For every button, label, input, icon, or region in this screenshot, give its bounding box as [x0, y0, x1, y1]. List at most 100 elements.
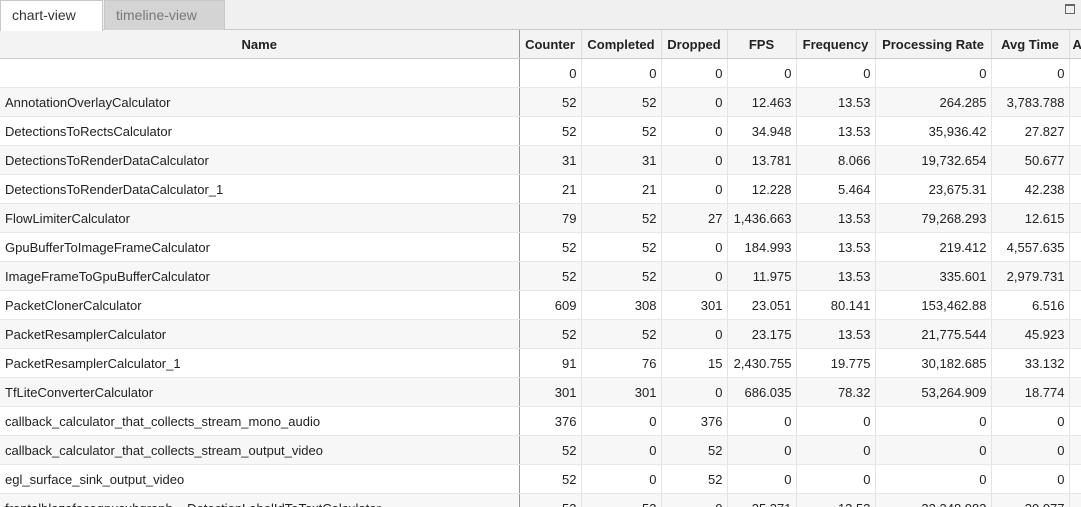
value-cell: 609: [519, 290, 582, 320]
value-cell: 13.53: [796, 87, 876, 117]
column-header[interactable]: Counter: [519, 30, 582, 59]
name-cell: PacketResamplerCalculator: [0, 319, 520, 349]
value-cell: 0: [581, 406, 662, 436]
value-cell: 52: [581, 319, 662, 349]
tab[interactable]: timeline-view: [104, 0, 225, 30]
table-row[interactable]: frontalblazefacegpusubgraph__DetectionLa…: [0, 493, 1081, 507]
column-header[interactable]: Name: [0, 30, 520, 59]
value-cell: 12.228: [727, 174, 797, 204]
table-row[interactable]: egl_surface_sink_output_video 52 0 52 0 0 0 0: [0, 464, 1081, 494]
value-cell: 27.827: [991, 116, 1070, 146]
value-cell: [1069, 377, 1081, 407]
value-cell: 219.412: [875, 232, 992, 262]
value-cell: [1069, 348, 1081, 378]
value-cell: 91: [519, 348, 582, 378]
value-cell: 8.066: [796, 145, 876, 175]
table-row[interactable]: AnnotationOverlayCalculator 52 52 0 12.463 13…: [0, 87, 1081, 117]
value-cell: 79,268.293: [875, 203, 992, 233]
value-cell: 0: [661, 319, 728, 349]
value-cell: 0: [581, 435, 662, 465]
table-row[interactable]: callback_calculator_that_collects_stream…: [0, 406, 1081, 436]
value-cell: 0: [875, 406, 992, 436]
table-row[interactable]: callback_calculator_that_collects_stream…: [0, 435, 1081, 465]
column-header[interactable]: Avg Time: [991, 30, 1070, 59]
value-cell: 376: [661, 406, 728, 436]
table-row[interactable]: DetectionsToRenderDataCalculator 31 31 0 13.…: [0, 145, 1081, 175]
name-cell: frontalblazefacegpusubgraph__DetectionLa…: [0, 493, 520, 507]
column-header[interactable]: Dropped: [661, 30, 728, 59]
value-cell: 0: [661, 145, 728, 175]
column-header[interactable]: FPS: [727, 30, 797, 59]
value-cell: 35,936.42: [875, 116, 992, 146]
value-cell: 52: [581, 493, 662, 507]
value-cell: 2,979.731: [991, 261, 1070, 291]
value-cell: 0: [875, 464, 992, 494]
value-cell: [1069, 406, 1081, 436]
value-cell: 4,557.635: [991, 232, 1070, 262]
stats-table: Name Counter Completed Dropped FPS Frequency P…: [0, 30, 1081, 507]
table-body: 0 0 0 0 0 0 0 AnnotationOverlayCalculator 52 52 0 1…: [0, 58, 1081, 507]
value-cell: 13.53: [796, 232, 876, 262]
table-row[interactable]: FlowLimiterCalculator 79 52 27 1,436.663 13.5…: [0, 203, 1081, 233]
column-header[interactable]: Frequency: [796, 30, 876, 59]
value-cell: 35.371: [727, 493, 797, 507]
value-cell: [1069, 464, 1081, 494]
value-cell: 45.923: [991, 319, 1070, 349]
value-cell: 33.132: [991, 348, 1070, 378]
table-row[interactable]: TfLiteConverterCalculator 301 301 0 686.035 7…: [0, 377, 1081, 407]
table-row[interactable]: DetectionsToRectsCalculator 52 52 0 34.948 13…: [0, 116, 1081, 146]
value-cell: 21: [581, 174, 662, 204]
value-cell: 76: [581, 348, 662, 378]
value-cell: 52: [519, 261, 582, 291]
tab[interactable]: chart-view: [0, 0, 103, 31]
value-cell: [1069, 145, 1081, 175]
name-cell: AnnotationOverlayCalculator: [0, 87, 520, 117]
column-header[interactable]: Processing Rate: [875, 30, 992, 59]
table-row[interactable]: DetectionsToRenderDataCalculator_1 21 21 0 1…: [0, 174, 1081, 204]
value-cell: 52: [581, 203, 662, 233]
value-cell: 0: [875, 58, 992, 88]
name-cell: GpuBufferToImageFrameCalculator: [0, 232, 520, 262]
value-cell: [1069, 435, 1081, 465]
name-cell: egl_surface_sink_output_video: [0, 464, 520, 494]
value-cell: 0: [661, 87, 728, 117]
value-cell: 42.238: [991, 174, 1070, 204]
name-cell: callback_calculator_that_collects_stream…: [0, 435, 520, 465]
value-cell: 0: [727, 464, 797, 494]
column-header[interactable]: Completed: [581, 30, 662, 59]
table-row[interactable]: ImageFrameToGpuBufferCalculator 52 52 0 11.9…: [0, 261, 1081, 291]
value-cell: 12.463: [727, 87, 797, 117]
value-cell: 12.615: [991, 203, 1070, 233]
value-cell: 18.774: [991, 377, 1070, 407]
table-row[interactable]: PacketResamplerCalculator_1 91 76 15 2,430.7…: [0, 348, 1081, 378]
table-row[interactable]: GpuBufferToImageFrameCalculator 52 52 0 184.…: [0, 232, 1081, 262]
value-cell: 264.285: [875, 87, 992, 117]
table-row[interactable]: PacketClonerCalculator 609 308 301 23.051 80.…: [0, 290, 1081, 320]
value-cell: 3,783.788: [991, 87, 1070, 117]
value-cell: [1069, 203, 1081, 233]
value-cell: 0: [661, 116, 728, 146]
value-cell: 52: [581, 87, 662, 117]
value-cell: 52: [519, 435, 582, 465]
value-cell: 30.077: [991, 493, 1070, 507]
column-header[interactable]: A: [1069, 30, 1081, 59]
value-cell: 153,462.88: [875, 290, 992, 320]
value-cell: 21: [519, 174, 582, 204]
value-cell: 30,182.685: [875, 348, 992, 378]
value-cell: 308: [581, 290, 662, 320]
value-cell: 0: [519, 58, 582, 88]
table-row[interactable]: PacketResamplerCalculator 52 52 0 23.175 13.5…: [0, 319, 1081, 349]
value-cell: 52: [581, 261, 662, 291]
value-cell: 52: [581, 116, 662, 146]
maximize-button[interactable]: [1065, 4, 1075, 14]
value-cell: 5.464: [796, 174, 876, 204]
name-cell: DetectionsToRectsCalculator: [0, 116, 520, 146]
value-cell: 21,775.544: [875, 319, 992, 349]
value-cell: 0: [661, 377, 728, 407]
name-cell: ImageFrameToGpuBufferCalculator: [0, 261, 520, 291]
value-cell: 52: [519, 464, 582, 494]
tab-bar: chart-view timeline-view: [0, 0, 1081, 31]
value-cell: 52: [661, 464, 728, 494]
value-cell: 1,436.663: [727, 203, 797, 233]
